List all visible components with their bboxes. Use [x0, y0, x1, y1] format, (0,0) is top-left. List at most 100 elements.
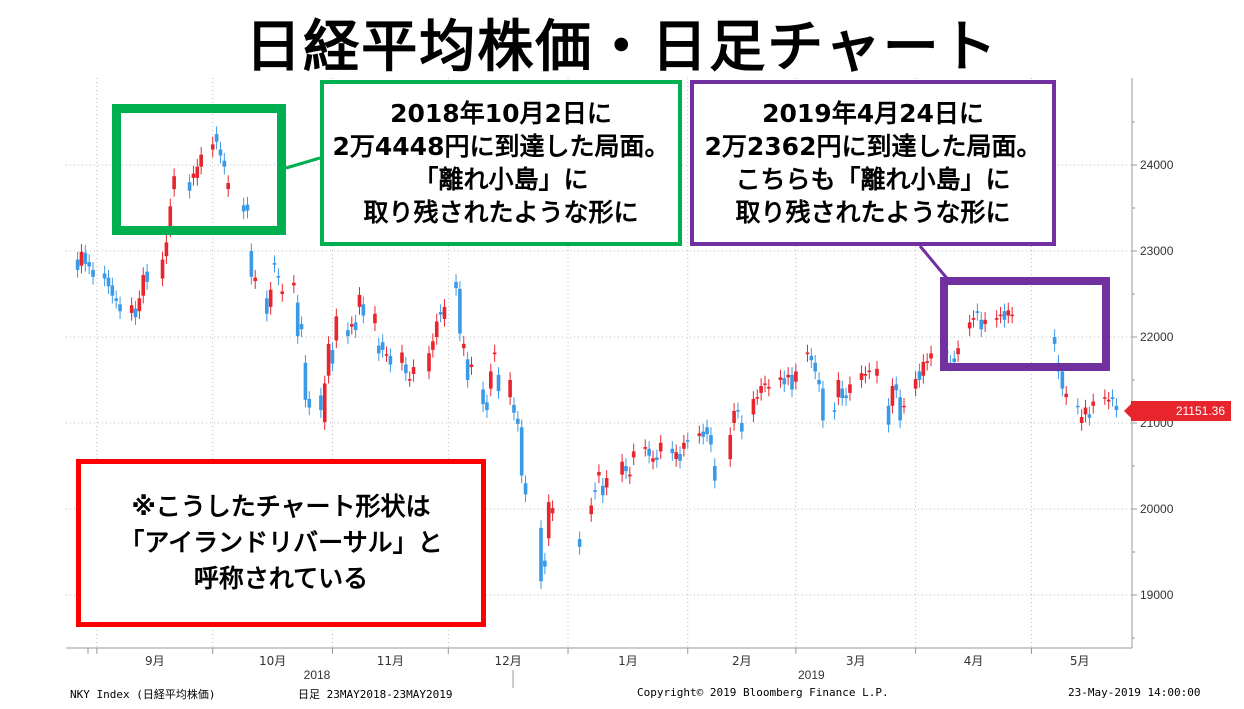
candle-body: [442, 306, 447, 319]
candle-body: [759, 386, 763, 393]
callout-line: 呼称されている: [193, 564, 369, 593]
candle-body: [199, 154, 203, 167]
candle-body: [890, 386, 895, 406]
candle-body: [330, 349, 335, 364]
candle-body: [1002, 311, 1007, 320]
candle-body: [643, 447, 648, 449]
connector-green: [285, 156, 321, 170]
candle-body: [137, 298, 142, 312]
candle-body: [550, 508, 555, 514]
candle-body: [624, 466, 628, 472]
candle-body: [129, 305, 134, 313]
callout-line: 「アイランドリバーサル」と: [119, 528, 443, 557]
candle-body: [971, 318, 976, 320]
candle-body: [736, 410, 740, 412]
year-label: 2018: [304, 668, 331, 682]
candle-body: [226, 183, 230, 190]
candle-body: [458, 288, 462, 334]
candle-body: [145, 271, 149, 282]
candle-body: [253, 277, 258, 282]
x-tick-label: 1月: [618, 654, 638, 668]
candle-body: [519, 427, 524, 476]
candle-body: [110, 285, 115, 296]
candle-body: [295, 302, 300, 337]
candle-body: [647, 448, 651, 456]
y-tick-label: 19000: [1140, 588, 1174, 602]
candle-body: [786, 374, 790, 378]
candle-body: [492, 352, 497, 355]
candle-body: [836, 380, 841, 398]
candle-body: [840, 388, 845, 399]
candle-body: [438, 312, 443, 315]
callout-island-reversal-note: ※こうしたチャート形状は 「アイランドリバーサル」と 呼称されている: [76, 459, 486, 627]
last-price-pointer: [1124, 404, 1131, 418]
candle-body: [214, 134, 219, 142]
candle-body: [508, 380, 512, 398]
callout-line: 取り残されたような形に: [735, 198, 1011, 227]
callout-line: 取り残されたような形に: [363, 198, 639, 227]
candle-body: [346, 330, 350, 337]
candle-body: [701, 431, 705, 437]
candle-body: [106, 277, 111, 287]
candle-body: [118, 304, 122, 312]
candle-body: [1079, 416, 1084, 423]
candle-body: [431, 341, 435, 350]
candle-body: [141, 275, 146, 296]
y-tick-label: 22000: [1140, 330, 1174, 344]
candle-body: [1075, 405, 1080, 408]
candle-body: [160, 259, 165, 279]
candle-body: [821, 388, 825, 421]
candle-body: [917, 371, 922, 380]
candle-body: [87, 262, 91, 267]
candle-body: [241, 205, 246, 212]
candle-body: [268, 289, 273, 307]
candle-body: [489, 371, 493, 389]
candle-body: [902, 405, 906, 408]
candle-body: [1087, 414, 1092, 418]
candle-body: [755, 397, 760, 399]
candle-body: [1110, 397, 1115, 399]
footer-timestamp: 23-May-2019 14:00:00: [1068, 686, 1201, 699]
candle-body: [751, 398, 756, 415]
candle-body: [817, 380, 821, 385]
candle-body: [952, 358, 957, 362]
candle-body: [697, 433, 702, 436]
candle-body: [712, 466, 717, 481]
candle-body: [218, 149, 223, 156]
candle-body: [83, 252, 88, 264]
candle-body: [319, 395, 323, 411]
candle-body: [380, 342, 385, 350]
candle-body: [272, 263, 277, 265]
candle-body: [469, 364, 474, 368]
candle-body: [763, 383, 767, 385]
callout-2019-april: 2019年4月24日に 2万2362円に到達した局面。 こちらも「離れ小島」に …: [690, 80, 1056, 246]
footer-index-name: NKY Index (日経平均株価): [70, 688, 216, 701]
candle-body: [998, 314, 1003, 317]
candle-body: [975, 311, 980, 313]
candle-body: [357, 294, 362, 307]
candle-body: [407, 379, 412, 381]
candle-body: [265, 298, 269, 314]
x-tick-label: 4月: [964, 654, 984, 668]
candle-body: [461, 343, 466, 349]
candle-body: [728, 435, 733, 460]
candle-body: [334, 316, 339, 341]
candle-body: [299, 324, 304, 330]
candle-body: [434, 321, 439, 337]
candle-body: [102, 273, 107, 279]
candle-body: [794, 371, 798, 382]
candle-body: [805, 352, 810, 355]
candle-body: [276, 275, 281, 278]
callout-line: 2万2362円に到達した局面。: [704, 132, 1042, 161]
candle-body: [631, 451, 636, 458]
x-tick-label: 9月: [145, 654, 165, 668]
candle-body: [516, 418, 520, 424]
candle-body: [1103, 397, 1107, 399]
candle-body: [353, 322, 358, 331]
candle-body: [809, 355, 814, 361]
connector-purple: [918, 245, 952, 283]
candle-body: [867, 370, 872, 373]
candle-body: [465, 359, 470, 380]
candle-body: [114, 298, 119, 301]
candle-body: [577, 539, 582, 547]
